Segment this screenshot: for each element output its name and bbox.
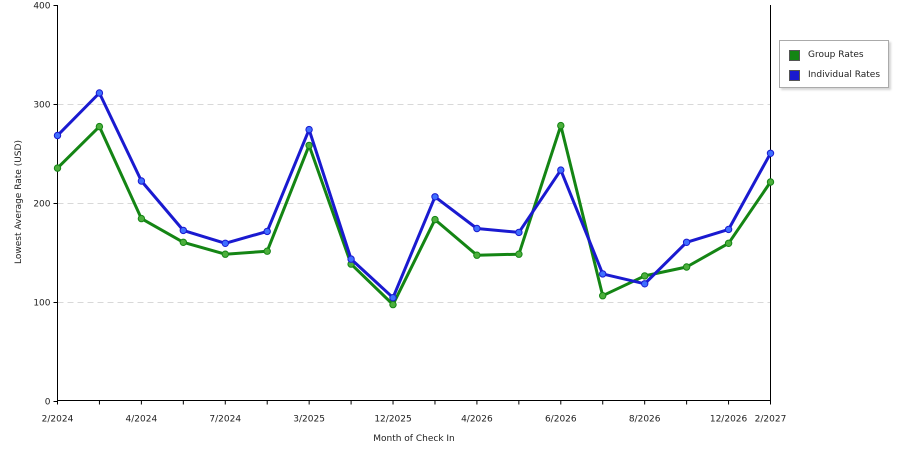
x-tick-label: 2/2024 [42, 415, 74, 425]
data-point [724, 225, 733, 234]
x-tick-label: 4/2024 [126, 415, 158, 425]
series [53, 89, 775, 309]
x-tick-label: 2/2027 [755, 415, 787, 425]
x-tick-label: 4/2026 [461, 415, 493, 425]
series-group-rates [53, 121, 775, 309]
x-axis-title: Month of Check In [373, 434, 455, 444]
axes [57, 5, 771, 401]
data-point [431, 215, 439, 224]
legend: Group Rates Individual Rates [779, 40, 889, 88]
data-point [221, 250, 230, 258]
data-point [263, 247, 271, 255]
data-point [599, 270, 607, 278]
data-point [766, 178, 775, 186]
data-point [515, 250, 523, 258]
data-point [557, 121, 565, 130]
data-point [305, 125, 313, 134]
data-point [682, 263, 691, 271]
data-point [263, 227, 271, 236]
series-line [56, 124, 772, 307]
data-point [53, 164, 62, 172]
x-ticks: 2/2024 4/2024 7/2024 3/2025 12/2025 4/2026 6/2… [42, 400, 787, 425]
series-individual-rates [53, 89, 775, 302]
data-point [599, 292, 607, 300]
y-tick-label: 300 [33, 101, 50, 111]
data-point [766, 149, 775, 158]
x-tick-label: 12/2025 [374, 415, 411, 425]
x-tick-label: 3/2025 [293, 415, 325, 425]
data-point [389, 294, 397, 302]
data-point [515, 228, 523, 237]
data-point [431, 193, 439, 201]
data-point [221, 239, 230, 248]
y-axis-title: Lowest Average Rate (USD) [14, 140, 24, 264]
y-ticks: 0 100 200 300 400 [33, 2, 58, 408]
legend-swatch-individual-rates [789, 69, 800, 81]
data-point [95, 122, 104, 131]
data-point [95, 89, 104, 97]
x-tick-label: 6/2026 [545, 415, 577, 425]
legend-item-individual-rates: Individual Rates [789, 68, 880, 82]
legend-item-group-rates: Group Rates [789, 48, 864, 62]
data-point [137, 214, 146, 223]
data-point [53, 131, 62, 140]
y-tick-label: 400 [33, 2, 50, 12]
data-point [724, 239, 733, 248]
gridlines [57, 104, 771, 303]
legend-label-individual-rates: Individual Rates [808, 70, 881, 80]
data-point [137, 177, 146, 185]
data-point [179, 226, 188, 235]
x-tick-label: 8/2026 [629, 415, 661, 425]
x-tick-label: 7/2024 [209, 415, 241, 425]
data-point [389, 300, 397, 309]
data-point [473, 224, 481, 233]
y-tick-label: 200 [33, 200, 50, 210]
data-point [557, 166, 565, 174]
data-point [347, 255, 355, 263]
x-tick-label: 12/2026 [710, 415, 748, 425]
data-point [641, 280, 649, 288]
y-tick-label: 100 [33, 299, 50, 309]
data-point [682, 238, 691, 247]
y-tick-label: 0 [45, 398, 51, 408]
data-point [179, 238, 188, 247]
data-point [473, 251, 481, 259]
data-point [305, 141, 313, 150]
series-line [56, 91, 772, 300]
legend-label-group-rates: Group Rates [808, 50, 864, 60]
data-point [641, 272, 649, 280]
legend-swatch-group-rates [789, 49, 800, 61]
